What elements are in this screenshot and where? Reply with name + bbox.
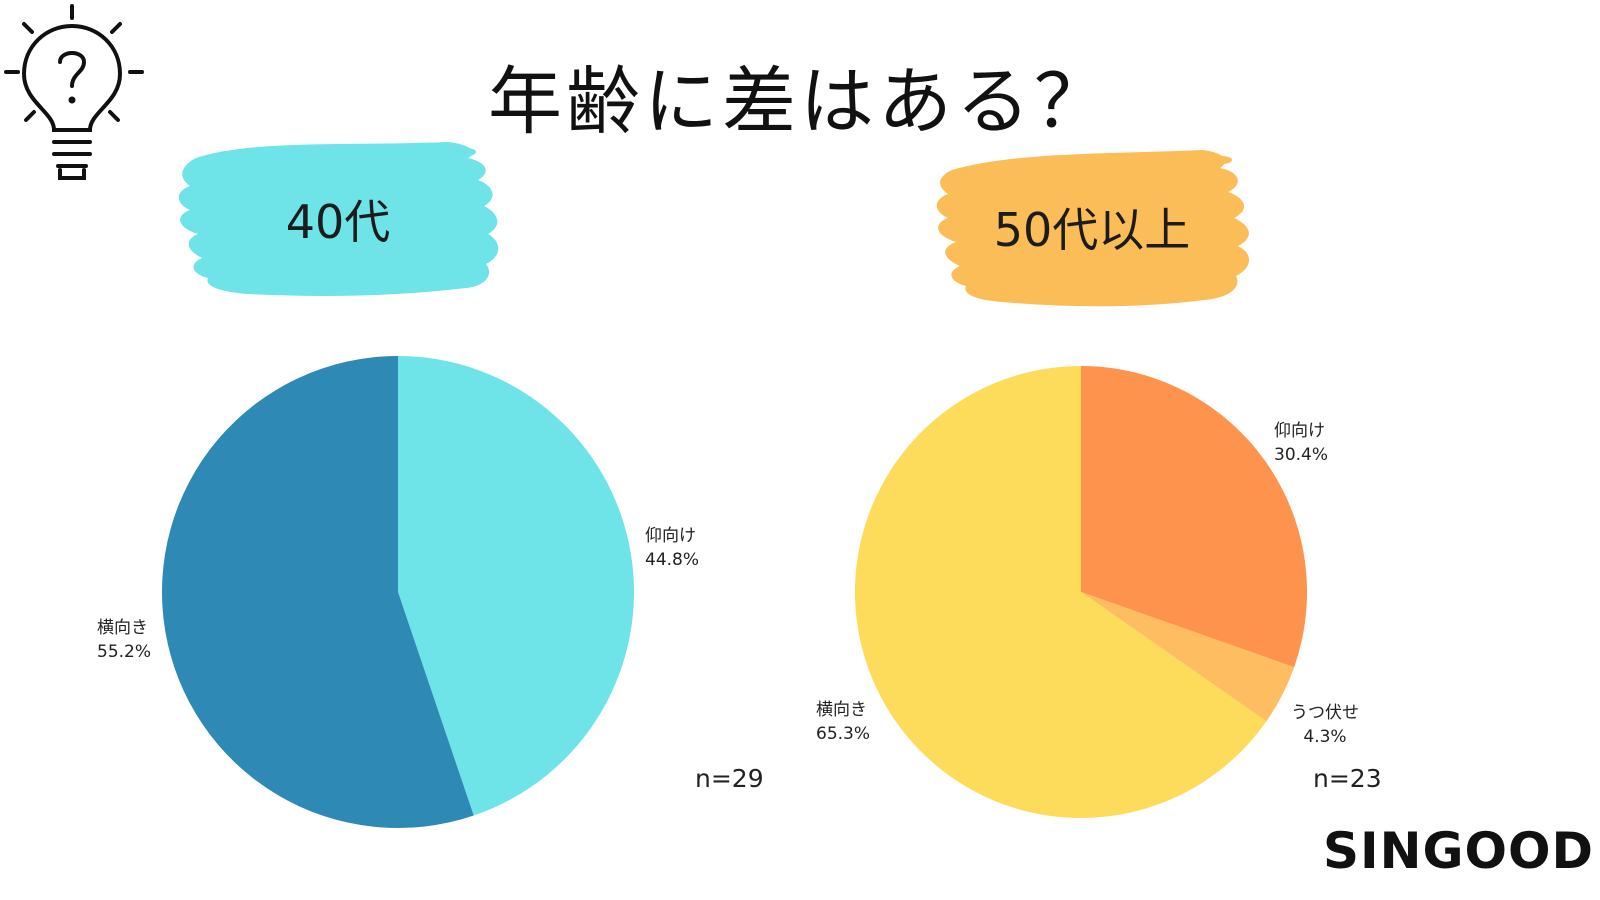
pie-slice-0 (398, 356, 634, 816)
slice-label-supine: 仰向け 44.8% (645, 524, 699, 572)
group-badge-50s-plus: 50代以上 (922, 138, 1262, 318)
slice-value: 65.3% (816, 724, 871, 744)
pie-slice-1 (161, 356, 474, 828)
sample-size-label: n=29 (695, 764, 764, 793)
pie-chart-50s-plus (855, 366, 1307, 818)
slice-name: 仰向け (1274, 421, 1325, 441)
slice-label-side: 横向き 65.3% (816, 698, 870, 746)
lightbulb-question-icon (4, 4, 144, 180)
slice-name: 仰向け (645, 526, 696, 546)
sample-size-label: n=23 (1313, 764, 1382, 793)
slice-name: 横向き (816, 700, 867, 720)
group-label: 50代以上 (993, 203, 1191, 257)
pie-slice-1 (1081, 592, 1295, 722)
slice-value: 4.3% (1303, 727, 1347, 747)
slice-label-side: 横向き 55.2% (97, 616, 151, 664)
brand-logo: SINGOOD (1322, 822, 1594, 880)
slice-label-supine: 仰向け 30.4% (1274, 419, 1328, 467)
group-badge-40s: 40代 (168, 128, 508, 308)
brush-stroke-background (936, 150, 1250, 307)
pie-slice-0 (1081, 366, 1307, 668)
slice-label-prone: うつ伏せ 4.3% (1291, 701, 1359, 749)
slice-value: 55.2% (97, 642, 152, 662)
slice-value: 44.8% (645, 550, 700, 570)
pie-slice-2 (855, 366, 1267, 818)
group-label: 40代 (285, 195, 391, 249)
slice-name: うつ伏せ (1291, 703, 1359, 723)
pie-chart-40s (161, 356, 634, 828)
slice-name: 横向き (97, 618, 148, 638)
brush-stroke-background (178, 142, 499, 296)
page-title: 年齢に差はある？ (488, 59, 1112, 145)
slice-value: 30.4% (1274, 445, 1329, 465)
